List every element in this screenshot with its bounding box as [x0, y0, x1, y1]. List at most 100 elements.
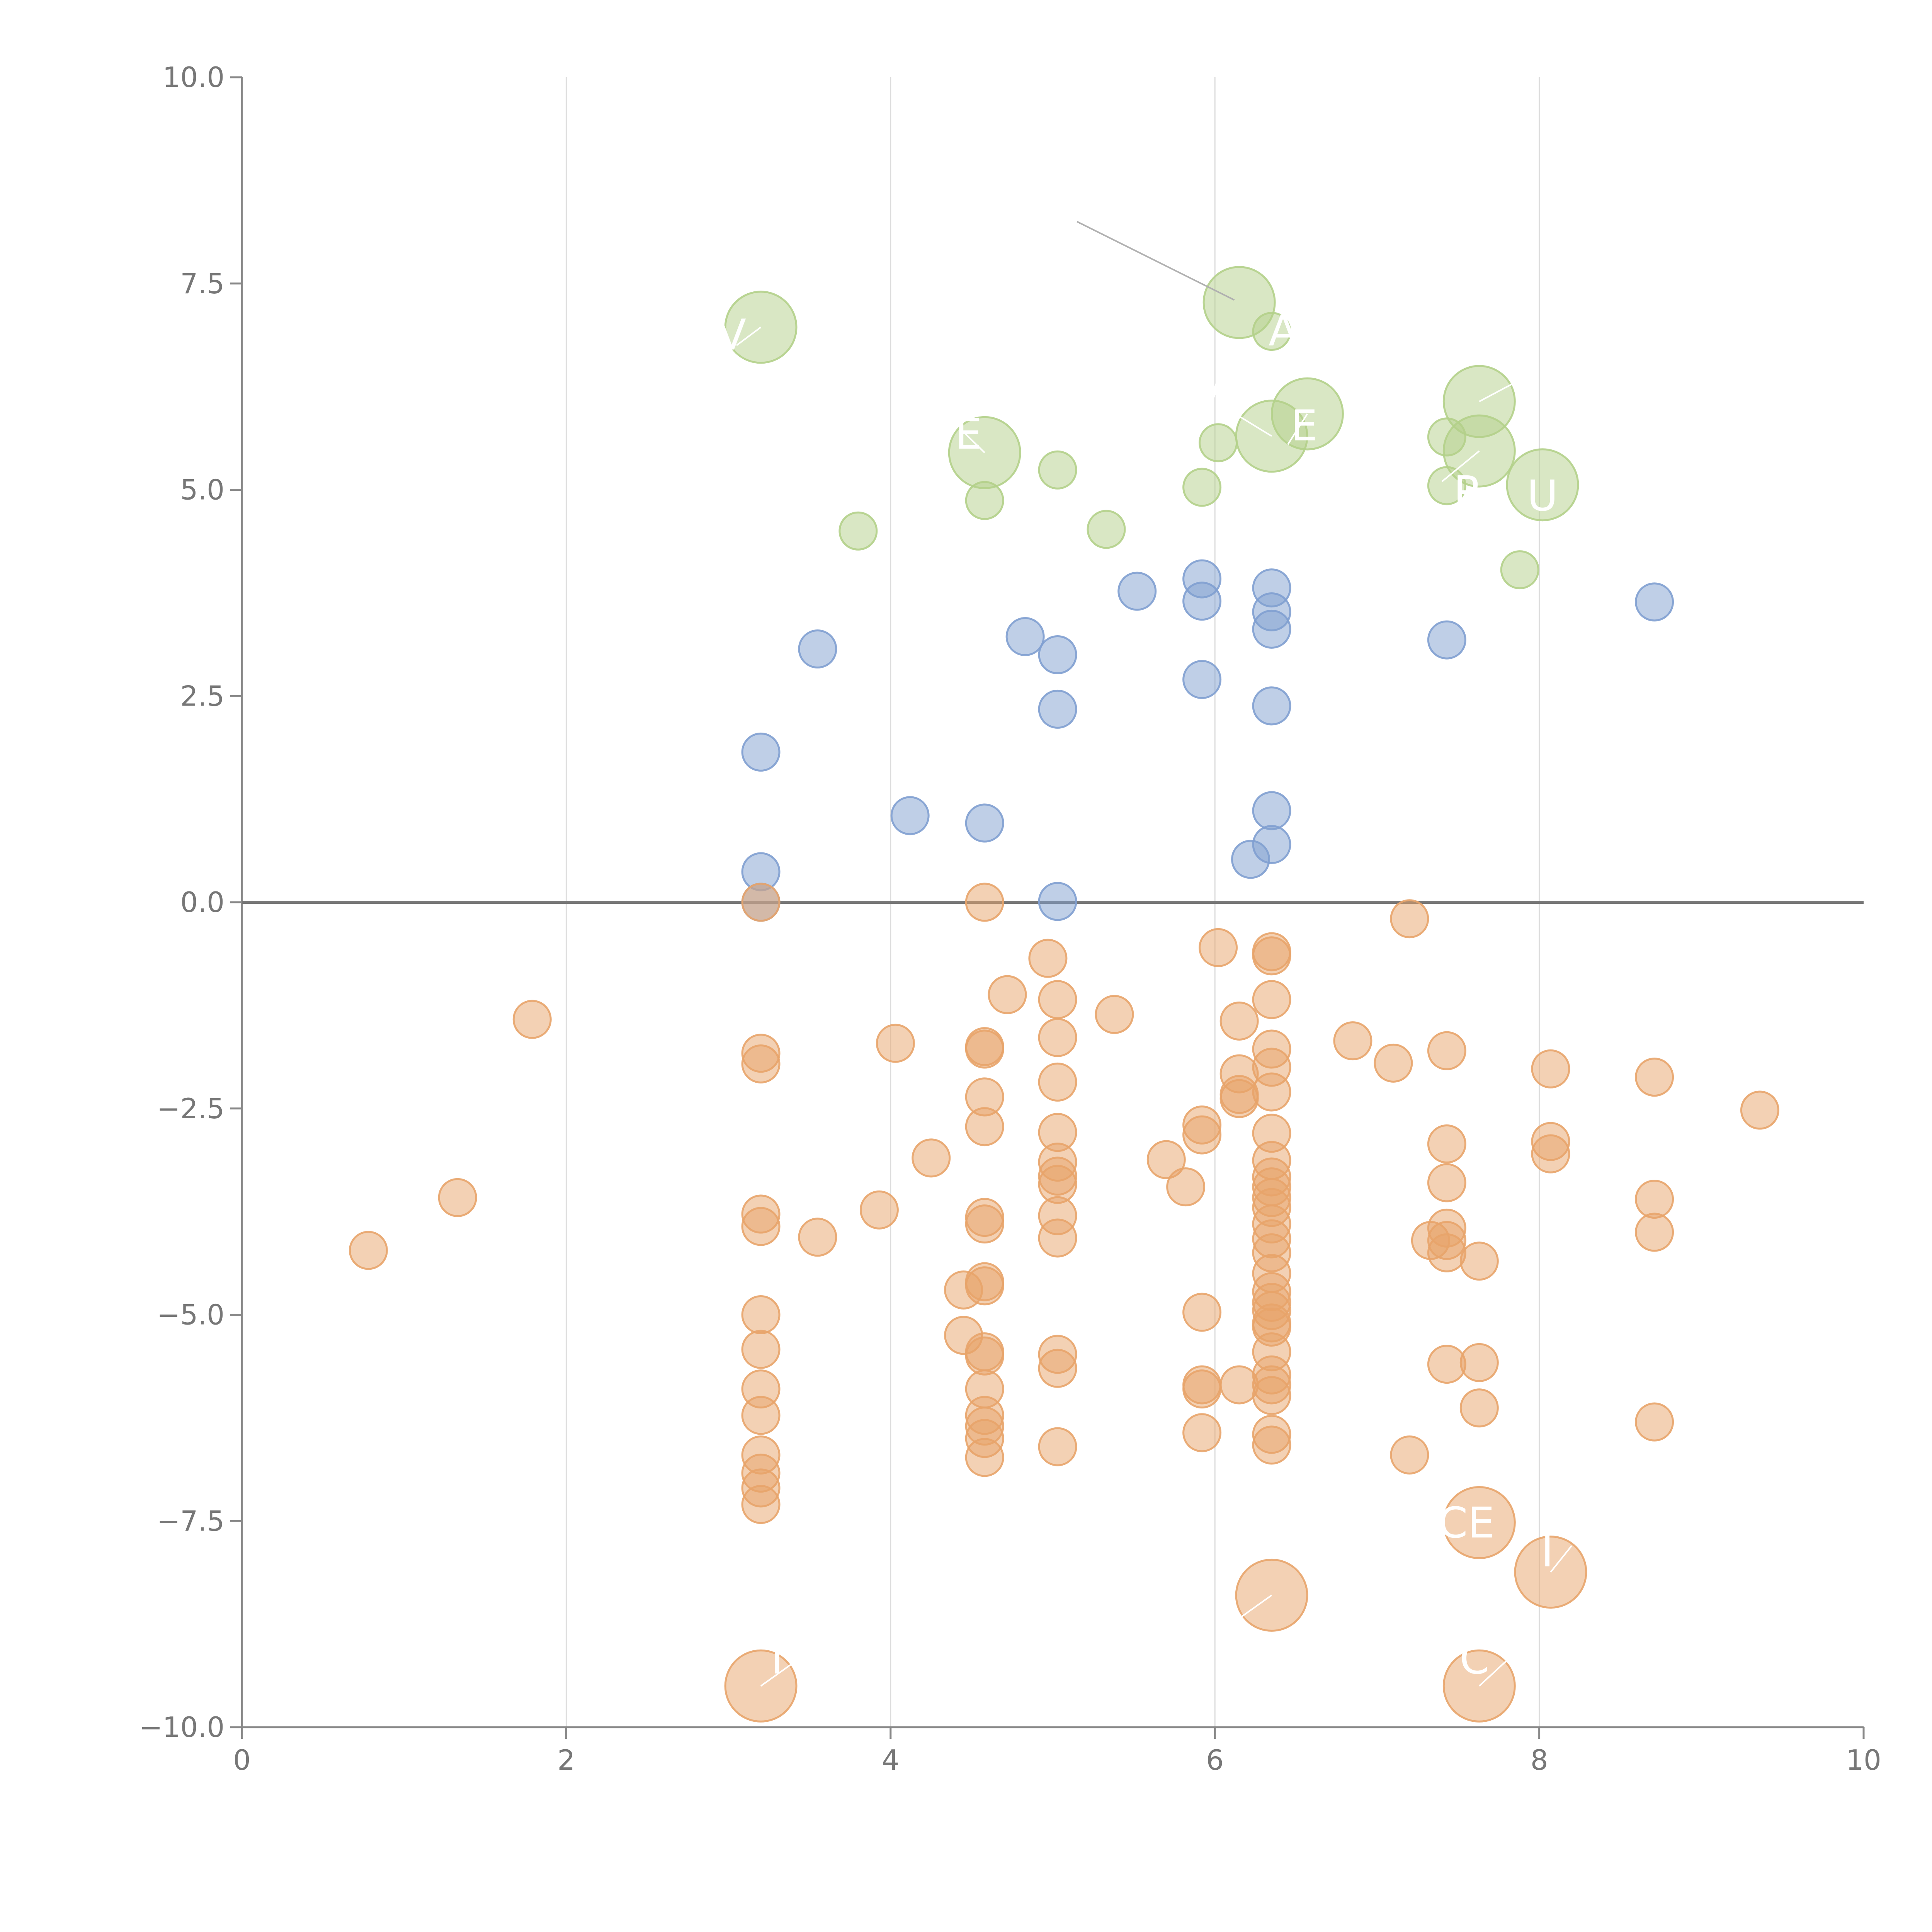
data-point — [1442, 1486, 1516, 1560]
data-point — [1252, 686, 1291, 726]
data-point — [1219, 1001, 1259, 1041]
callout-leader-line — [1441, 450, 1480, 482]
data-point — [1390, 899, 1429, 939]
data-point — [1635, 1213, 1674, 1252]
data-point — [741, 1044, 781, 1083]
data-point — [965, 1107, 1004, 1146]
callout-label: C — [1459, 1634, 1489, 1684]
callout-label: U — [1527, 471, 1558, 520]
data-point — [1252, 825, 1291, 864]
data-point — [876, 1024, 915, 1063]
callout-leader-line — [1479, 382, 1515, 402]
data-point — [1252, 1072, 1291, 1112]
y-tick-label: −2.5 — [157, 1092, 224, 1125]
data-point — [965, 1438, 1004, 1477]
data-point — [1333, 1021, 1372, 1061]
data-point — [1459, 1388, 1499, 1428]
data-point — [1252, 609, 1291, 649]
data-point — [1635, 582, 1674, 622]
data-point — [1635, 1058, 1674, 1097]
x-tick-label: 8 — [1531, 1744, 1548, 1776]
data-point — [1182, 660, 1222, 699]
data-point — [838, 511, 878, 551]
data-point — [1252, 1376, 1291, 1415]
x-tick-label: 10 — [1846, 1744, 1881, 1776]
data-point — [965, 1204, 1004, 1244]
data-point — [741, 1295, 781, 1334]
data-point — [1182, 1413, 1222, 1452]
data-point — [1252, 1425, 1291, 1465]
data-point — [798, 629, 837, 669]
callout-leader-line — [1550, 1545, 1573, 1573]
data-point — [1095, 995, 1134, 1034]
data-point — [965, 803, 1004, 843]
data-point — [1427, 1124, 1466, 1164]
data-point — [349, 1231, 388, 1270]
callout-leader-line — [1287, 413, 1308, 445]
data-point — [965, 1266, 1004, 1306]
data-point — [1390, 1435, 1429, 1475]
data-point — [1459, 1343, 1499, 1382]
x-tick-label: 0 — [233, 1744, 251, 1776]
points-layer — [349, 266, 1779, 1723]
y-tick-label: −10.0 — [139, 1711, 224, 1743]
data-point — [1427, 620, 1466, 660]
data-point — [741, 883, 781, 922]
data-point — [438, 1178, 477, 1217]
data-point — [1427, 1031, 1466, 1070]
callout-leader-line — [1478, 1652, 1516, 1687]
callout-label: A — [1269, 306, 1298, 355]
data-point — [1038, 1427, 1077, 1466]
callout-label: V — [1192, 372, 1221, 422]
callout-label: I — [1541, 1527, 1553, 1577]
x-tick-label: 4 — [882, 1744, 900, 1776]
data-point — [1374, 1043, 1413, 1083]
callout-label: P — [1454, 467, 1479, 516]
data-point — [1219, 1079, 1259, 1118]
data-point — [1427, 1233, 1466, 1272]
data-point — [741, 1485, 781, 1524]
data-point — [1427, 1163, 1466, 1202]
callout-leader-line — [736, 327, 762, 346]
callout-label: CE — [1438, 1498, 1495, 1548]
data-point — [741, 1396, 781, 1435]
data-point — [1166, 1167, 1206, 1207]
data-point — [965, 883, 1004, 922]
data-point — [988, 975, 1027, 1014]
data-point — [1038, 980, 1077, 1019]
data-point — [1252, 936, 1291, 976]
y-tick-label: 2.5 — [180, 680, 224, 712]
y-tick-label: 7.5 — [180, 267, 224, 300]
data-point — [798, 1218, 837, 1257]
data-point — [1500, 550, 1539, 590]
data-point — [1635, 1402, 1674, 1442]
data-point — [1038, 1062, 1077, 1102]
data-point — [1117, 571, 1157, 611]
data-point — [1199, 423, 1238, 463]
data-point — [890, 796, 930, 835]
callout-leader-line — [963, 431, 985, 453]
data-point — [1038, 882, 1077, 921]
data-point — [1182, 468, 1222, 507]
y-tick-label: 5.0 — [180, 474, 224, 506]
data-point — [1038, 635, 1077, 674]
data-point — [1506, 448, 1579, 522]
data-point — [1038, 1349, 1077, 1388]
y-tick-label: −7.5 — [157, 1505, 224, 1537]
data-point — [1252, 980, 1291, 1019]
data-point — [965, 1336, 1004, 1376]
data-point — [1427, 1345, 1466, 1384]
data-point — [741, 732, 781, 772]
data-point — [1087, 510, 1126, 549]
callout-label: I — [771, 1634, 783, 1684]
data-point — [1038, 1218, 1077, 1258]
data-point — [965, 1029, 1004, 1069]
data-point — [1038, 450, 1077, 490]
data-point — [1531, 1049, 1570, 1088]
ticks-layer: 0 2 4 6 8 10 10.0 7.5 5.0 2.5 0.0 −2.5 −5.0 −7.5 −10.0 — [139, 61, 1881, 1776]
data-point — [1199, 928, 1238, 967]
data-point — [1740, 1090, 1779, 1130]
